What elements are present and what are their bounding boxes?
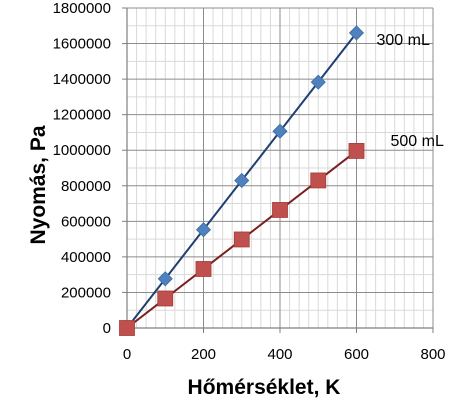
x-tick-label: 800	[420, 346, 445, 363]
y-tick-label: 1000000	[53, 142, 111, 159]
y-tick-label: 600000	[61, 213, 111, 230]
chart-series: 300 mL 500 mL	[119, 25, 444, 336]
series-300-ml: 300 mL	[119, 25, 430, 336]
y-tick-label: 200000	[61, 284, 111, 301]
data-point-square	[157, 290, 174, 307]
y-axis-title: Nyomás, Pa	[27, 125, 50, 244]
data-point-square	[310, 172, 327, 189]
x-tick-label: 400	[267, 346, 292, 363]
data-point-square	[119, 320, 135, 336]
series-label: 300 mL	[377, 32, 430, 49]
y-tick-labels: 0 200000 400000 600000 800000 1000000 1200000 1…	[53, 0, 111, 337]
data-point-square	[348, 143, 365, 159]
series-label: 500 mL	[391, 133, 444, 150]
y-tick-label: 400000	[61, 249, 111, 266]
x-tick-label: 200	[191, 346, 216, 363]
data-point-square	[195, 261, 212, 277]
data-point-diamond	[195, 222, 212, 238]
data-point-square	[233, 231, 250, 248]
chart-axes	[122, 7, 434, 333]
data-point-diamond	[157, 271, 173, 287]
data-point-diamond	[310, 74, 326, 90]
y-tick-label: 1200000	[53, 107, 111, 124]
data-point-diamond	[234, 172, 250, 189]
x-tick-labels: 0 200 400 600 800	[123, 346, 446, 363]
data-point-square	[272, 202, 288, 218]
chart-grid	[127, 7, 434, 328]
data-point-diamond	[348, 25, 365, 41]
x-tick-label: 0	[123, 346, 131, 363]
y-tick-label: 800000	[61, 178, 111, 195]
x-tick-label: 600	[344, 346, 369, 363]
series-500-ml: 500 mL	[119, 133, 444, 336]
y-tick-label: 1600000	[53, 36, 111, 53]
y-tick-label: 1800000	[53, 0, 111, 17]
x-axis-title: Hőmérséklet, K	[188, 376, 341, 399]
y-tick-label: 1400000	[53, 71, 111, 88]
y-tick-label: 0	[103, 320, 111, 337]
data-point-diamond	[272, 123, 288, 139]
